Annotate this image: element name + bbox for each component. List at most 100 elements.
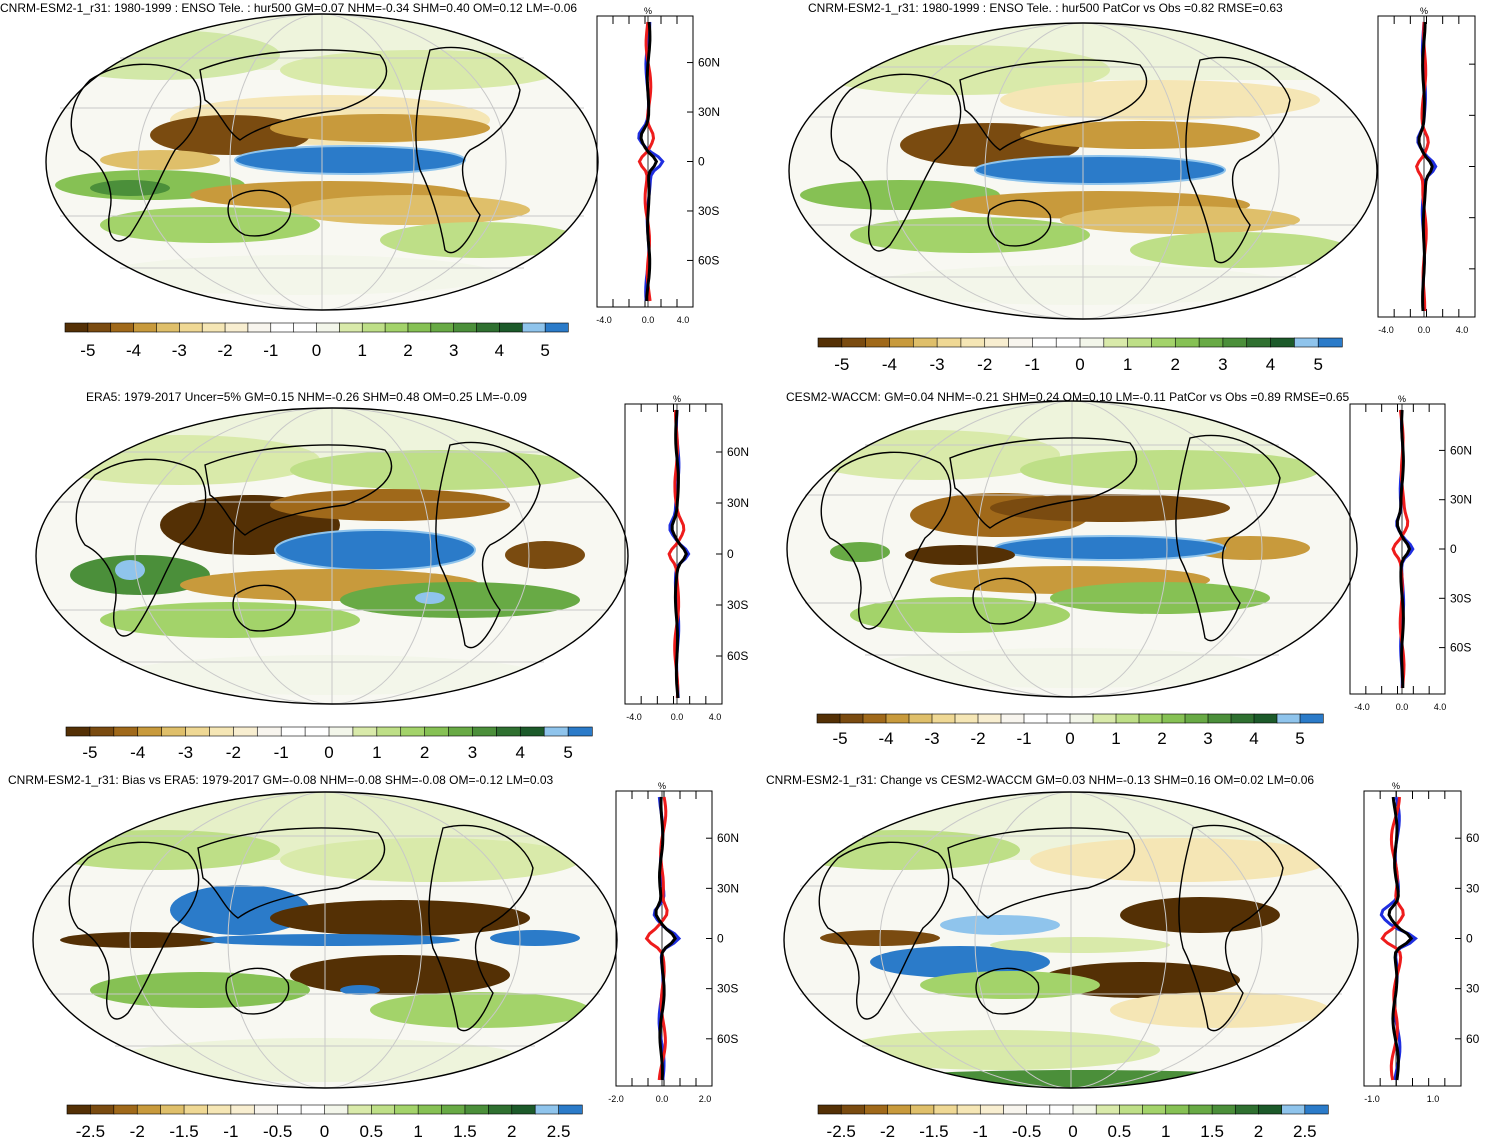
colorbar-tick-label: -1: [973, 1122, 988, 1138]
profile-value-label: -4.0: [596, 315, 612, 325]
colorbar-swatch: [280, 726, 306, 737]
colorbar-tick-label: 0: [320, 1122, 329, 1138]
colorbar-swatch: [137, 726, 163, 737]
coastlines-bottom-right: [818, 824, 1284, 1032]
colorbar-tick-label: 4: [1249, 729, 1258, 748]
colorbar-swatch: [352, 726, 378, 737]
profile-lat-label: 0: [698, 155, 705, 169]
colorbar-swatch: [979, 1104, 1005, 1115]
colorbar-swatch: [300, 1104, 326, 1115]
colorbar-swatch: [519, 726, 545, 737]
colorbar-top-right: -5 -4 -3 -2 -1 0 1 2 3 4 5: [817, 337, 1343, 374]
graticule-mid-left: [55, 407, 609, 705]
colorbar-swatch: [89, 726, 115, 737]
profile-lat-label: 60N: [727, 445, 749, 459]
profile-value-label: -4.0: [1378, 325, 1394, 335]
coastlines-top-right: [830, 56, 1291, 264]
colorbar-swatch: [430, 322, 455, 333]
colorbar-swatch: [1115, 713, 1140, 724]
colorbar-tick-label: -1: [274, 743, 289, 762]
zonal-profile-mid-right: % 60N 30N 0 30S 60S -4.0 0.0 4.0: [1349, 394, 1472, 712]
profile-lat-label: 30N: [727, 496, 749, 510]
map-top-left: [45, 13, 599, 311]
colorbar-tick-label: -4: [126, 341, 141, 360]
map-mid-left: [35, 407, 629, 705]
colorbar-swatch: [1138, 713, 1163, 724]
profile-value-label: 4.0: [1456, 325, 1469, 335]
profile-lat-label: 60: [1466, 831, 1480, 845]
colorbar-tick-label: -4: [882, 355, 897, 374]
profile-lat-label: 30: [1466, 982, 1480, 996]
profile-line-black: [639, 21, 659, 302]
profile-unit-label: %: [1398, 394, 1406, 404]
colorbar-swatch: [256, 726, 282, 737]
colorbar-swatch: [328, 726, 354, 737]
colorbar-swatch: [270, 322, 295, 333]
profile-lat-label: 30S: [727, 598, 748, 612]
colorbar-swatch: [1198, 337, 1224, 348]
colorbar-swatch: [496, 726, 521, 737]
colorbar-tick-label: 2: [1254, 1122, 1263, 1138]
colorbar-swatch: [977, 713, 1002, 724]
panel-title-bottom-right: CNRM-ESM2-1_r31: Change vs CESM2-WACCM G…: [766, 773, 1314, 787]
profile-unit-label: %: [673, 394, 681, 404]
colorbar-tick-label: -3: [924, 729, 939, 748]
colorbar-swatch: [984, 337, 1010, 348]
colorbar-swatch: [113, 726, 139, 737]
colorbar-swatch: [1317, 337, 1343, 348]
colorbar-tick-label: -3: [172, 341, 187, 360]
colorbar-bottom-right: -2.5 -2 -1.5 -1 -0.5 0 0.5 1 1.5 2 2.5: [817, 1104, 1329, 1138]
colorbar-tick-label: -2: [970, 729, 985, 748]
colorbar-tick-label: 0: [312, 341, 321, 360]
colorbar-swatch: [1049, 1104, 1074, 1115]
colorbar-swatch: [247, 322, 272, 333]
colorbar-swatch: [1258, 1104, 1283, 1115]
colorbar-tick-label: 1: [1123, 355, 1132, 374]
profile-unit-label: %: [1420, 6, 1428, 16]
colorbar-swatch: [64, 322, 89, 333]
profile-lat-label: 30N: [1450, 493, 1472, 507]
profile-line-black: [654, 796, 678, 1081]
map-bottom-left: [32, 791, 618, 1089]
graticule-top-right: [810, 22, 1356, 320]
colorbar-tick-label: 3: [449, 341, 458, 360]
colorbar-swatch: [910, 1104, 935, 1115]
profile-unit-label: %: [644, 6, 652, 16]
colorbar-swatch: [160, 1104, 185, 1115]
profile-frame: [1349, 403, 1446, 695]
profile-value-label: 1.0: [1427, 1094, 1440, 1104]
colorbar-swatch: [1092, 713, 1117, 724]
colorbar-tick-label: 1: [1111, 729, 1120, 748]
colorbar-swatch: [339, 322, 363, 333]
profile-unit-label: %: [1392, 781, 1400, 791]
profile-lat-label: 60S: [717, 1032, 738, 1046]
colorbar-swatch: [1008, 337, 1033, 348]
profile-frame: [624, 403, 723, 705]
profile-lat-label: 30S: [717, 982, 738, 996]
colorbar-tick-label: -5: [832, 729, 847, 748]
colorbar-tick-label: -4: [130, 743, 145, 762]
colorbar-swatch: [453, 322, 478, 333]
colorbar-tick-label: -0.5: [263, 1122, 292, 1138]
colorbar-swatch: [1304, 1104, 1329, 1115]
colorbar-swatch: [441, 1104, 466, 1115]
colorbar-swatch: [912, 337, 938, 348]
colorbar-swatch: [384, 322, 409, 333]
colorbar-swatch: [558, 1104, 583, 1115]
colorbar-swatch: [1276, 713, 1301, 724]
colorbar-tick-label: -2: [977, 355, 992, 374]
coastlines-top-left: [70, 46, 521, 254]
colorbar-tick-label: 0: [1065, 729, 1074, 748]
profile-unit-label: %: [658, 781, 666, 791]
colorbar-swatch: [936, 337, 962, 348]
colorbar-tick-label: -2: [217, 341, 232, 360]
colorbar-tick-label: 5: [1313, 355, 1322, 374]
colorbar-swatch: [931, 713, 956, 724]
colorbar-swatch: [954, 713, 979, 724]
profile-lat-label: 30S: [1450, 591, 1471, 605]
colorbar-tick-label: -3: [178, 743, 193, 762]
colorbar-swatch: [464, 1104, 489, 1115]
profile-line-black: [1417, 21, 1434, 312]
profile-lat-label: 0: [727, 547, 734, 561]
colorbar-swatch: [400, 726, 426, 737]
